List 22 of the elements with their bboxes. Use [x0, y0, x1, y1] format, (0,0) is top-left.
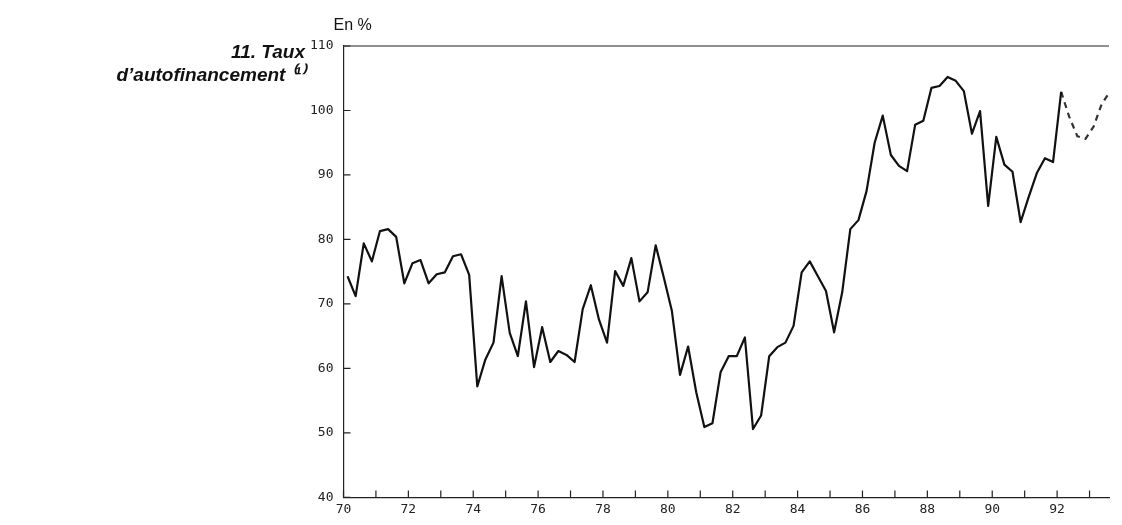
line-series [1060, 90, 1109, 140]
x-tick-label: 80 [660, 500, 676, 516]
x-tick-label: 86 [854, 500, 871, 516]
y-axis-title: En % [333, 16, 372, 34]
y-tick-label: 60 [317, 359, 334, 375]
x-tick-label: 78 [595, 500, 611, 516]
x-tick-label: 74 [465, 500, 482, 516]
x-tick-label: 90 [984, 500, 1001, 516]
y-tick-label: 50 [317, 424, 334, 440]
x-tick-label: 92 [1049, 500, 1065, 516]
x-tick-label: 76 [530, 500, 546, 516]
x-tick-label: 70 [335, 500, 352, 516]
x-tick-label: 82 [724, 500, 741, 516]
y-tick-label: 90 [317, 166, 334, 182]
y-tick-label: 70 [317, 295, 334, 311]
y-tick-label: 110 [310, 37, 334, 53]
x-tick-label: 72 [400, 500, 417, 516]
y-tick-label: 80 [317, 230, 334, 246]
y-tick-label: 100 [310, 101, 334, 117]
x-tick-label: 84 [789, 500, 806, 516]
x-tick-label: 88 [919, 500, 936, 516]
y-tick-label: 40 [317, 488, 334, 504]
